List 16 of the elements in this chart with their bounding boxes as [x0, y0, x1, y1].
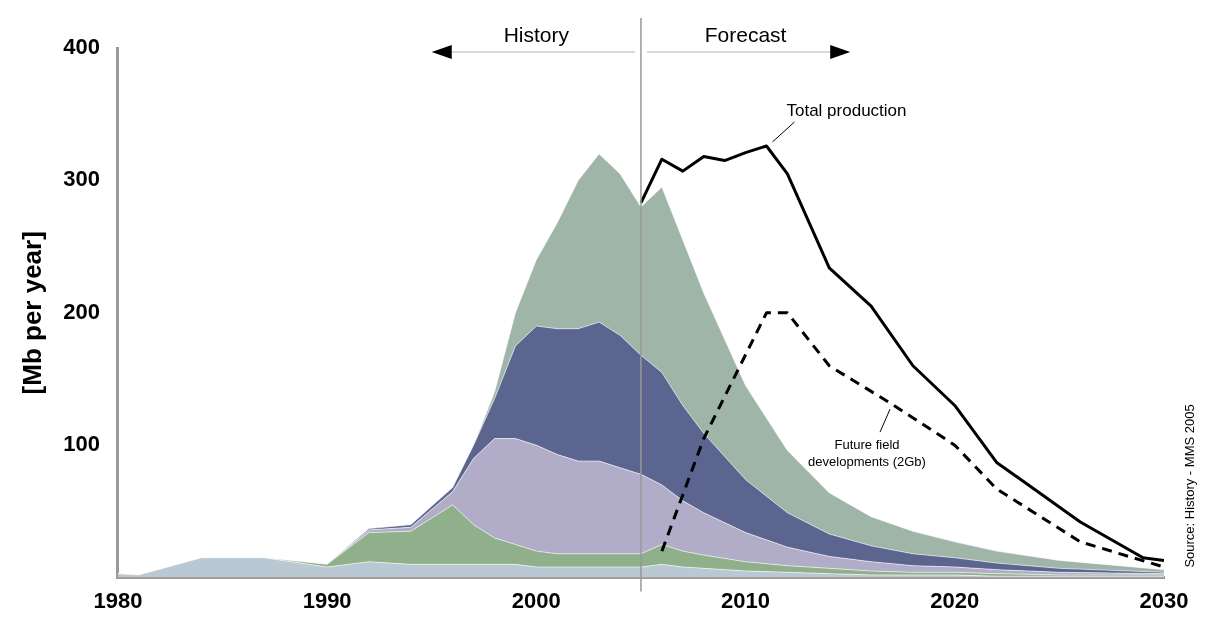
- x-tick-label: 1980: [93, 587, 143, 613]
- source-note: Source: History - MMS 2005: [1182, 404, 1197, 568]
- text: History: [503, 23, 570, 46]
- x-tick-label: 2010: [721, 587, 771, 613]
- y-tick-label: 300: [63, 166, 100, 192]
- annotation: Total production: [786, 100, 907, 120]
- x-tick-label: 2020: [930, 587, 980, 613]
- y-tick-label: 400: [63, 34, 100, 60]
- x-tick-label: 2030: [1139, 587, 1189, 613]
- y-tick-label: 100: [63, 431, 100, 457]
- text: Forecast: [704, 23, 787, 46]
- y-tick-label: 200: [63, 298, 100, 324]
- x-tick-label: 1990: [302, 587, 352, 613]
- annotation: Future field developments (2Gb): [808, 437, 926, 470]
- x-tick-label: 2000: [511, 587, 561, 613]
- y-axis-title: [Mb per year]: [16, 231, 47, 395]
